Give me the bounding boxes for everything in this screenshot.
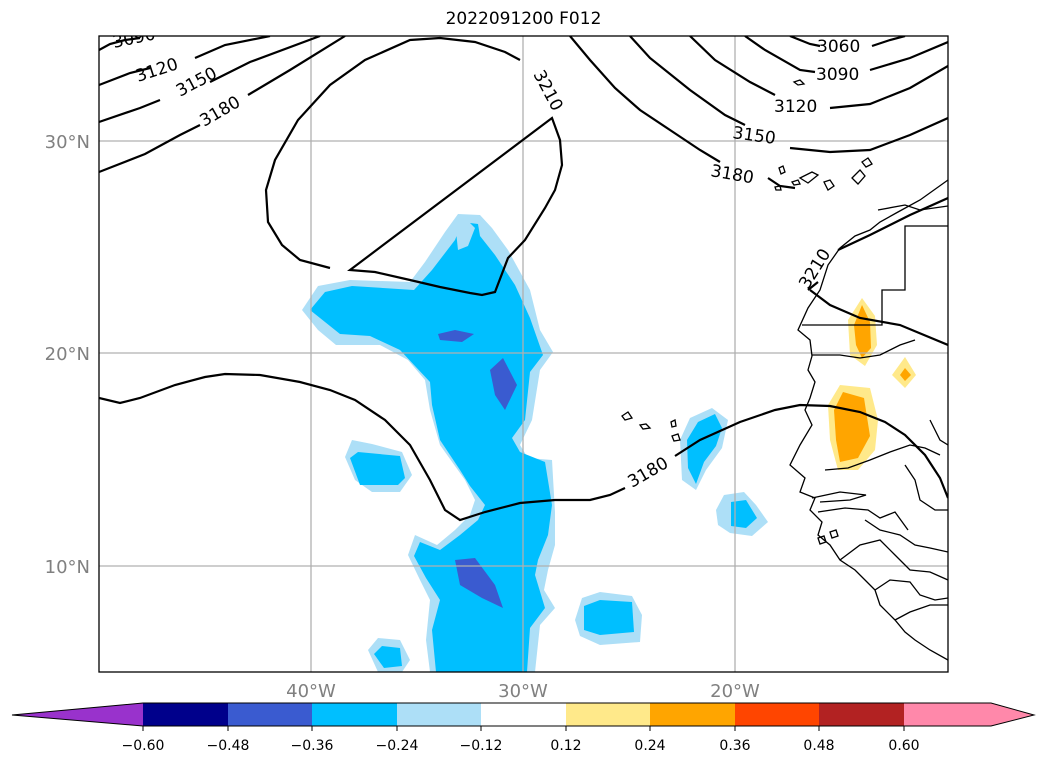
positive-anomaly <box>828 298 916 470</box>
colorbar-tick-label: −0.36 <box>291 738 334 754</box>
contour-label: 3120 <box>133 54 180 86</box>
lat-label-10n: 10°N <box>45 557 90 578</box>
colorbar-tick-label: 0.60 <box>888 738 919 754</box>
colorbar-tick-label: 0.36 <box>719 738 750 754</box>
lon-label-30w: 30°W <box>498 681 548 702</box>
colorbar-extend-low <box>12 703 143 726</box>
colorbar-tick-label: −0.24 <box>376 738 419 754</box>
colorbar-bin <box>143 703 228 726</box>
colorbar-bin <box>312 703 397 726</box>
colorbar-bin <box>566 703 650 726</box>
contour-label: 3180 <box>197 92 244 131</box>
contour-label: 3210 <box>529 67 567 115</box>
colorbar-bin <box>735 703 819 726</box>
contour-label: 3090 <box>111 24 157 53</box>
colorbar-extend-high <box>991 703 1034 726</box>
map-area: 3090 3120 3150 3180 3210 3060 3090 3120 … <box>99 24 948 672</box>
colorbar-tick-label: 0.48 <box>803 738 834 754</box>
lon-label-20w: 20°W <box>710 681 760 702</box>
negative-anomaly-core <box>310 218 757 672</box>
colorbar-bin <box>650 703 735 726</box>
colorbar-bin <box>481 703 566 726</box>
height-contours <box>99 36 948 522</box>
colorbar-tick-label: −0.60 <box>122 738 165 754</box>
lon-label-40w: 40°W <box>286 681 336 702</box>
map-frame <box>98 35 949 673</box>
colorbar-bin <box>228 703 312 726</box>
contour-label: 3150 <box>173 63 221 101</box>
coastlines <box>621 79 948 661</box>
contour-label: 3180 <box>625 453 672 492</box>
lat-label-30n: 30°N <box>45 132 90 153</box>
colorbar-tick-label: 0.12 <box>550 738 581 754</box>
colorbar-bin <box>819 703 904 726</box>
contour-label: 3090 <box>816 65 859 85</box>
graticule <box>99 36 948 672</box>
colorbar-tick-label: 0.24 <box>634 738 665 754</box>
contour-label: 3210 <box>795 245 835 292</box>
contour-label: 3180 <box>709 161 755 188</box>
strong-negative-anomaly <box>438 330 517 608</box>
axis-labels: 30°N 20°N 10°N 40°W 30°W 20°W <box>45 132 760 702</box>
contour-label: 3150 <box>731 123 777 149</box>
colorbar-tick-label: −0.12 <box>460 738 503 754</box>
lat-label-20n: 20°N <box>45 344 90 365</box>
contour-label: 3120 <box>774 97 817 117</box>
colorbar-tick-label: −0.48 <box>207 738 250 754</box>
colorbar-bin <box>397 703 481 726</box>
map-title: 2022091200 F012 <box>445 9 602 29</box>
colorbar: −0.60 −0.48 −0.36 −0.24 −0.12 0.12 0.24 … <box>11 702 1036 754</box>
colorbar-bin <box>904 703 991 726</box>
contour-label: 3060 <box>817 37 860 57</box>
